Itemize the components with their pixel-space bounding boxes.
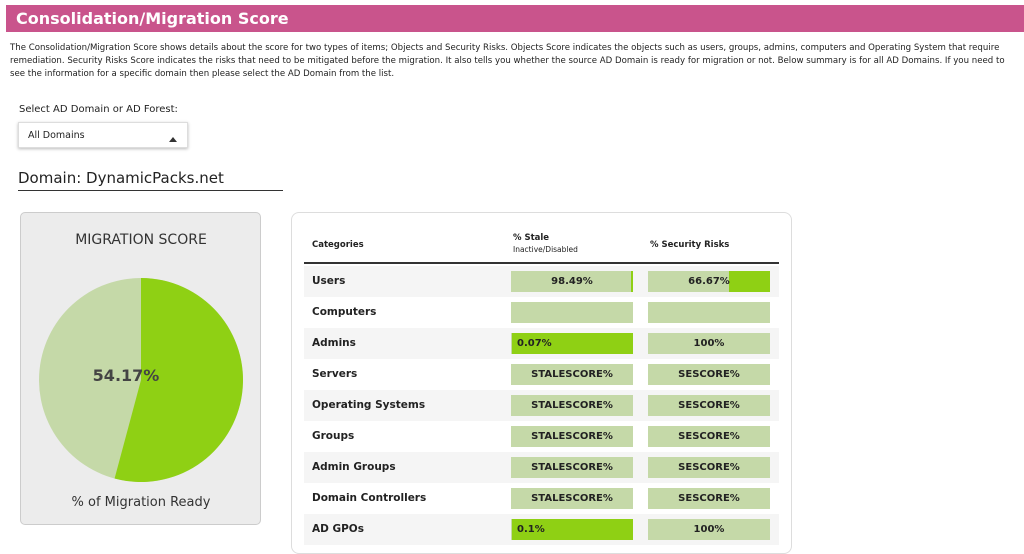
table-row: AD GPOs 0.1% 100% bbox=[304, 514, 779, 545]
score-table: Categories % Stale Inactive/Disabled % S… bbox=[291, 212, 792, 554]
score-panel: MIGRATION SCORE 54.17% % of Migration Re… bbox=[20, 212, 261, 525]
category: Operating Systems bbox=[312, 390, 425, 421]
risk-label: 66.67% bbox=[688, 276, 730, 287]
category: AD GPOs bbox=[312, 514, 364, 545]
table-row: Admins 0.07% 100% bbox=[304, 328, 779, 359]
category: Groups bbox=[312, 421, 354, 452]
risk-bar: 100% bbox=[648, 333, 770, 354]
stale-label: STALESCORE% bbox=[531, 400, 613, 411]
stale-label: 0.1% bbox=[517, 524, 545, 535]
table-row: Groups STALESCORE% SESCORE% bbox=[304, 421, 779, 452]
risk-label: SESCORE% bbox=[678, 369, 740, 380]
stale-bar: 0.1% bbox=[511, 519, 633, 540]
stale-bar: STALESCORE% bbox=[511, 364, 633, 385]
risk-label: 100% bbox=[694, 524, 725, 535]
risk-label: SESCORE% bbox=[678, 462, 740, 473]
header-title: Consolidation/Migration Score bbox=[6, 5, 1024, 32]
stale-label: 0.07% bbox=[517, 338, 552, 349]
stale-bar: STALESCORE% bbox=[511, 395, 633, 416]
domain-select[interactable]: All Domains bbox=[18, 122, 188, 148]
risk-bar bbox=[648, 302, 770, 323]
category: Admin Groups bbox=[312, 452, 396, 483]
risk-label: SESCORE% bbox=[678, 400, 740, 411]
risk-bar: SESCORE% bbox=[648, 488, 770, 509]
domain-heading: Domain: DynamicPacks.net bbox=[18, 169, 283, 191]
risk-label: 100% bbox=[694, 338, 725, 349]
table-row: Admin Groups STALESCORE% SESCORE% bbox=[304, 452, 779, 483]
stale-label: STALESCORE% bbox=[531, 493, 613, 504]
stale-bar: 0.07% bbox=[511, 333, 633, 354]
category: Domain Controllers bbox=[312, 483, 426, 514]
risk-bar: SESCORE% bbox=[648, 426, 770, 447]
stale-label: STALESCORE% bbox=[531, 462, 613, 473]
page: Consolidation/Migration Score The Consol… bbox=[0, 0, 1024, 535]
stale-bar: STALESCORE% bbox=[511, 457, 633, 478]
stale-bar: STALESCORE% bbox=[511, 426, 633, 447]
category: Users bbox=[312, 266, 345, 297]
category: Computers bbox=[312, 297, 376, 328]
risk-bar: 100% bbox=[648, 519, 770, 540]
header-stale-sub: Inactive/Disabled bbox=[513, 245, 578, 254]
table-row: Domain Controllers STALESCORE% SESCORE% bbox=[304, 483, 779, 514]
risk-bar: SESCORE% bbox=[648, 395, 770, 416]
stale-bar bbox=[511, 302, 633, 323]
stale-bar: 98.49% bbox=[511, 271, 633, 292]
table-row: Servers STALESCORE% SESCORE% bbox=[304, 359, 779, 390]
selector-label: Select AD Domain or AD Forest: bbox=[19, 104, 178, 115]
risk-label: SESCORE% bbox=[678, 431, 740, 442]
risk-label: SESCORE% bbox=[678, 493, 740, 504]
risk-bar: 66.67% bbox=[648, 271, 770, 292]
category: Admins bbox=[312, 328, 356, 359]
stale-label: STALESCORE% bbox=[531, 369, 613, 380]
category: Servers bbox=[312, 359, 357, 390]
score-title: MIGRATION SCORE bbox=[75, 232, 207, 248]
description: The Consolidation/Migration Score shows … bbox=[10, 42, 1015, 81]
table-row: Users 98.49% 66.67% bbox=[304, 266, 779, 297]
score-label: 54.17% bbox=[93, 366, 160, 385]
header-category: Categories bbox=[312, 240, 364, 250]
risk-bar: SESCORE% bbox=[648, 457, 770, 478]
header-risk: % Security Risks bbox=[650, 240, 729, 250]
score-caption: % of Migration Ready bbox=[72, 495, 211, 510]
stale-bar: STALESCORE% bbox=[511, 488, 633, 509]
score-chart: MIGRATION SCORE 54.17% % of Migration Re… bbox=[21, 213, 260, 524]
header-rule bbox=[304, 262, 779, 264]
header-stale: % Stale bbox=[513, 233, 549, 243]
stale-label: 98.49% bbox=[551, 276, 593, 287]
stale-label: STALESCORE% bbox=[531, 431, 613, 442]
table-row: Computers bbox=[304, 297, 779, 328]
risk-bar: SESCORE% bbox=[648, 364, 770, 385]
table-row: Operating Systems STALESCORE% SESCORE% bbox=[304, 390, 779, 421]
